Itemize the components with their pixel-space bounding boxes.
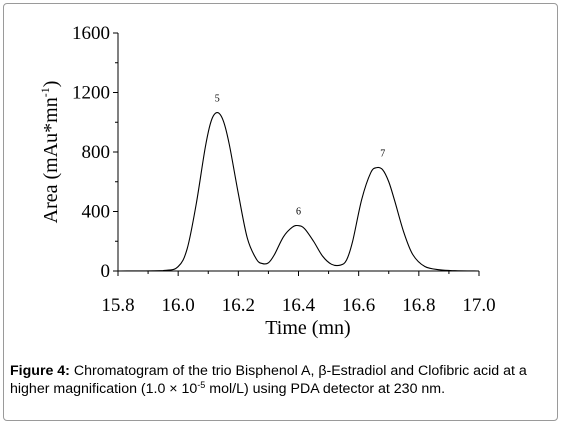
caption-text-1: Chromatogram of the trio Bisphenol A, β-…: [10, 363, 527, 397]
ticks: 0 400 800 1200 1600 15.8 16.0 16.2 16.4 16.6 16.8 1…: [72, 23, 496, 316]
y-tick-label: 1600: [72, 23, 110, 44]
caption-exponent: -5: [197, 380, 206, 390]
caption-text-2: mol/L) using PDA detector at 230 nm.: [205, 381, 446, 397]
y-tick-label: 400: [82, 202, 111, 223]
y-tick-label: 800: [82, 142, 111, 163]
y-axis-label: Area (mAu*mn-1): [38, 81, 62, 224]
x-tick-label: 16.0: [162, 295, 195, 316]
y-tick-label: 0: [101, 261, 111, 282]
x-tick-label: 16.2: [222, 295, 255, 316]
peak-label: 6: [296, 207, 301, 218]
chromatogram-chart: 0 400 800 1200 1600 15.8 16.0 16.2 16.4 16.6 16.8 1…: [38, 23, 496, 339]
y-axis-label-sup: -1: [38, 87, 52, 97]
x-tick-label: 17.0: [462, 295, 495, 316]
y-tick-label: 1200: [72, 83, 110, 104]
peak-label: 7: [380, 149, 385, 160]
labels: Time (mn) Area (mAu*mn-1): [38, 81, 351, 339]
x-tick-label: 15.8: [101, 295, 134, 316]
x-tick-label: 16.6: [342, 295, 375, 316]
axes: [117, 33, 479, 272]
x-tick-label: 16.4: [282, 295, 316, 316]
figure-frame: [3, 3, 558, 421]
chromatogram-line: [117, 112, 480, 272]
x-axis-label: Time (mn): [265, 317, 350, 339]
y-axis-label-main: Area (mAu*mn: [40, 97, 62, 223]
y-axis-label-end: ): [40, 81, 62, 88]
peak-label: 5: [215, 94, 220, 105]
figure-label: Figure 4:: [10, 363, 70, 379]
figure-caption: Figure 4: Chromatogram of the trio Bisph…: [10, 362, 550, 398]
plot-area: 5 6 7: [117, 94, 480, 272]
x-tick-label: 16.8: [402, 295, 435, 316]
